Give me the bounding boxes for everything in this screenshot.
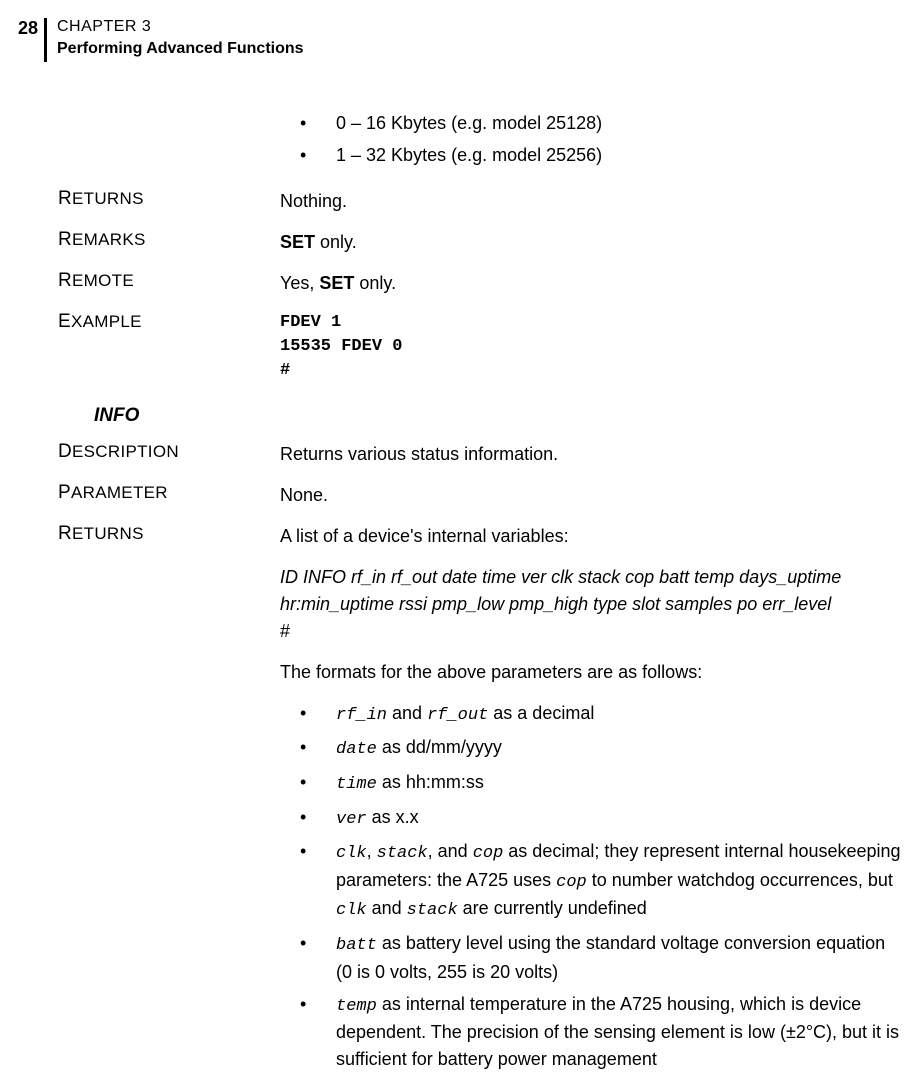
returns-row: RETURNS Nothing. <box>0 188 915 215</box>
info-returns-value: A list of a device's internal variables:… <box>280 523 915 1078</box>
page-number: 28 <box>0 18 44 39</box>
header-divider <box>44 18 47 62</box>
example-value: FDEV 1 15535 FDEV 0 # <box>280 311 915 382</box>
parameter-value: None. <box>280 482 915 509</box>
remarks-value: SET only. <box>280 229 915 256</box>
remote-label: REMOTE <box>0 270 280 292</box>
parameter-label: PARAMETER <box>0 482 280 504</box>
format-item: temp as internal temperature in the A725… <box>280 991 905 1072</box>
info-heading: INFO <box>0 405 915 427</box>
bullet-item: 0 – 16 Kbytes (e.g. model 25128) <box>280 110 905 136</box>
returns-label: RETURNS <box>0 188 280 210</box>
page: 28 CHAPTER 3 Performing Advanced Functio… <box>0 0 915 1088</box>
info-returns-row: RETURNS A list of a device's internal va… <box>0 523 915 1078</box>
example-code: FDEV 1 15535 FDEV 0 # <box>280 311 905 382</box>
format-list: rf_in and rf_out as a decimal date as dd… <box>280 700 905 1072</box>
content: 0 – 16 Kbytes (e.g. model 25128) 1 – 32 … <box>0 110 915 1078</box>
chapter-info: CHAPTER 3 Performing Advanced Functions <box>57 18 304 58</box>
info-returns-label: RETURNS <box>0 523 280 545</box>
returns-vars: ID INFO rf_in rf_out date time ver clk s… <box>280 564 905 645</box>
format-item: batt as battery level using the standard… <box>280 930 905 985</box>
chapter-title: Performing Advanced Functions <box>57 40 304 58</box>
remote-value: Yes, SET only. <box>280 270 915 297</box>
description-value: Returns various status information. <box>280 441 915 468</box>
remote-row: REMOTE Yes, SET only. <box>0 270 915 297</box>
page-header: 28 CHAPTER 3 Performing Advanced Functio… <box>0 18 915 62</box>
format-item: time as hh:mm:ss <box>280 769 905 798</box>
format-item: rf_in and rf_out as a decimal <box>280 700 905 729</box>
remarks-row: REMARKS SET only. <box>0 229 915 256</box>
returns-formats: The formats for the above parameters are… <box>280 659 905 686</box>
format-item: date as dd/mm/yyyy <box>280 734 905 763</box>
chapter-number: CHAPTER 3 <box>57 18 304 36</box>
format-item: ver as x.x <box>280 804 905 833</box>
example-label: EXAMPLE <box>0 311 280 333</box>
top-bullets-row: 0 – 16 Kbytes (e.g. model 25128) 1 – 32 … <box>0 110 915 174</box>
remarks-label: REMARKS <box>0 229 280 251</box>
returns-value: Nothing. <box>280 188 915 215</box>
description-label: DESCRIPTION <box>0 441 280 463</box>
format-item: clk, stack, and cop as decimal; they rep… <box>280 838 905 924</box>
parameter-row: PARAMETER None. <box>0 482 915 509</box>
bullet-item: 1 – 32 Kbytes (e.g. model 25256) <box>280 142 905 168</box>
example-row: EXAMPLE FDEV 1 15535 FDEV 0 # <box>0 311 915 382</box>
description-row: DESCRIPTION Returns various status infor… <box>0 441 915 468</box>
returns-intro: A list of a device's internal variables: <box>280 523 905 550</box>
top-bullets: 0 – 16 Kbytes (e.g. model 25128) 1 – 32 … <box>280 110 915 174</box>
